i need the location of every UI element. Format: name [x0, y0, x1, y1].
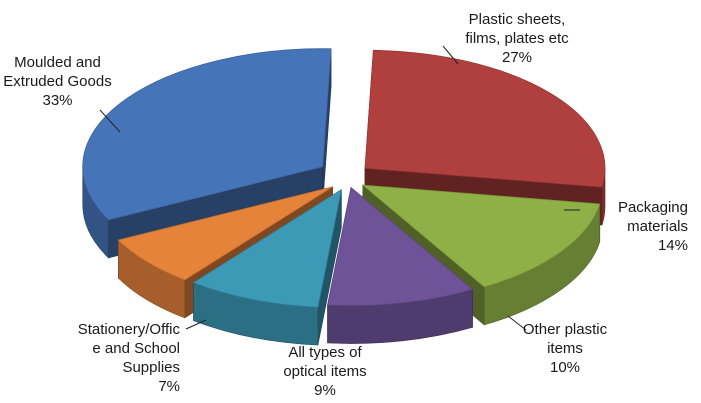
pie-slice-plastic-sheets [364, 49, 606, 188]
slice-label-optical: All types of optical items 9% [283, 344, 367, 399]
slice-label-plastic-sheets: Plastic sheets, films, plates etc 27% [465, 11, 569, 66]
slice-label-packaging: Packaging materials 14% [617, 199, 688, 254]
leader-line-other-plastic [507, 315, 527, 331]
leader-line-stationery [185, 319, 207, 330]
leader-line-moulded [99, 109, 121, 133]
leader-line-plastic-sheets [442, 45, 459, 65]
pie-slice-stationery [117, 186, 333, 281]
slice-label-moulded: Moulded and Extruded Goods 33% [3, 54, 112, 109]
pie-slice-packaging [361, 184, 601, 288]
pie-slice-other-plastic [327, 186, 474, 306]
pie-slice-optical [192, 188, 342, 308]
slice-label-other-plastic: Other plastic items 10% [522, 321, 608, 376]
slice-label-stationery: Stationery/Offic e and School Supplies 7… [77, 321, 180, 395]
pie-slice-moulded [82, 48, 332, 221]
